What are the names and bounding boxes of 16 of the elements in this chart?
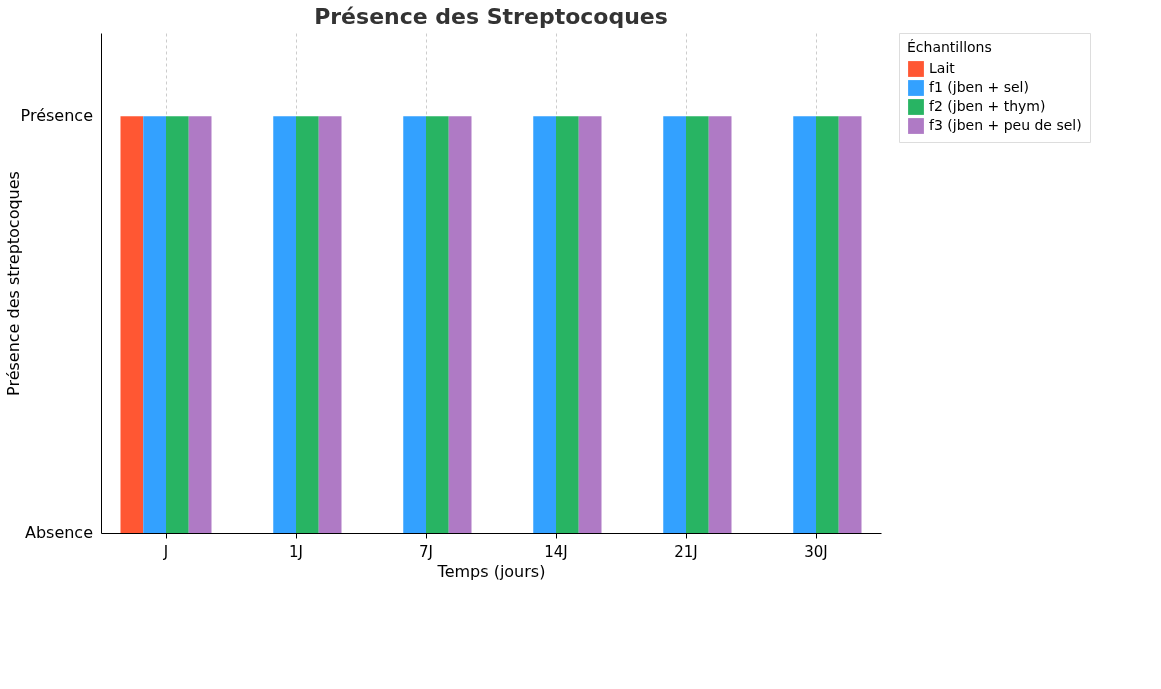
x-tick-label: 1J — [289, 542, 303, 561]
x-tick-label: 7J — [419, 542, 433, 561]
legend-title: Échantillons — [907, 39, 992, 55]
legend-label: Lait — [929, 60, 956, 76]
legend-label: f1 (jben + sel) — [929, 79, 1029, 95]
x-axis-title: Temps (jours) — [436, 561, 546, 581]
x-tick-label: 30J — [804, 542, 828, 561]
legend-label: f2 (jben + thym) — [929, 98, 1046, 114]
legend-label: f3 (jben + peu de sel) — [929, 117, 1082, 133]
text: Présence — [20, 106, 93, 126]
chart-title: Présence des Streptocoques — [314, 3, 668, 29]
x-tick-label: 14J — [544, 542, 568, 561]
text: Absence — [24, 523, 93, 542]
x-tick-label: 21J — [674, 542, 698, 561]
x-tick-label: J — [162, 542, 169, 561]
y-axis-title: Présence des streptocoques — [3, 171, 23, 396]
